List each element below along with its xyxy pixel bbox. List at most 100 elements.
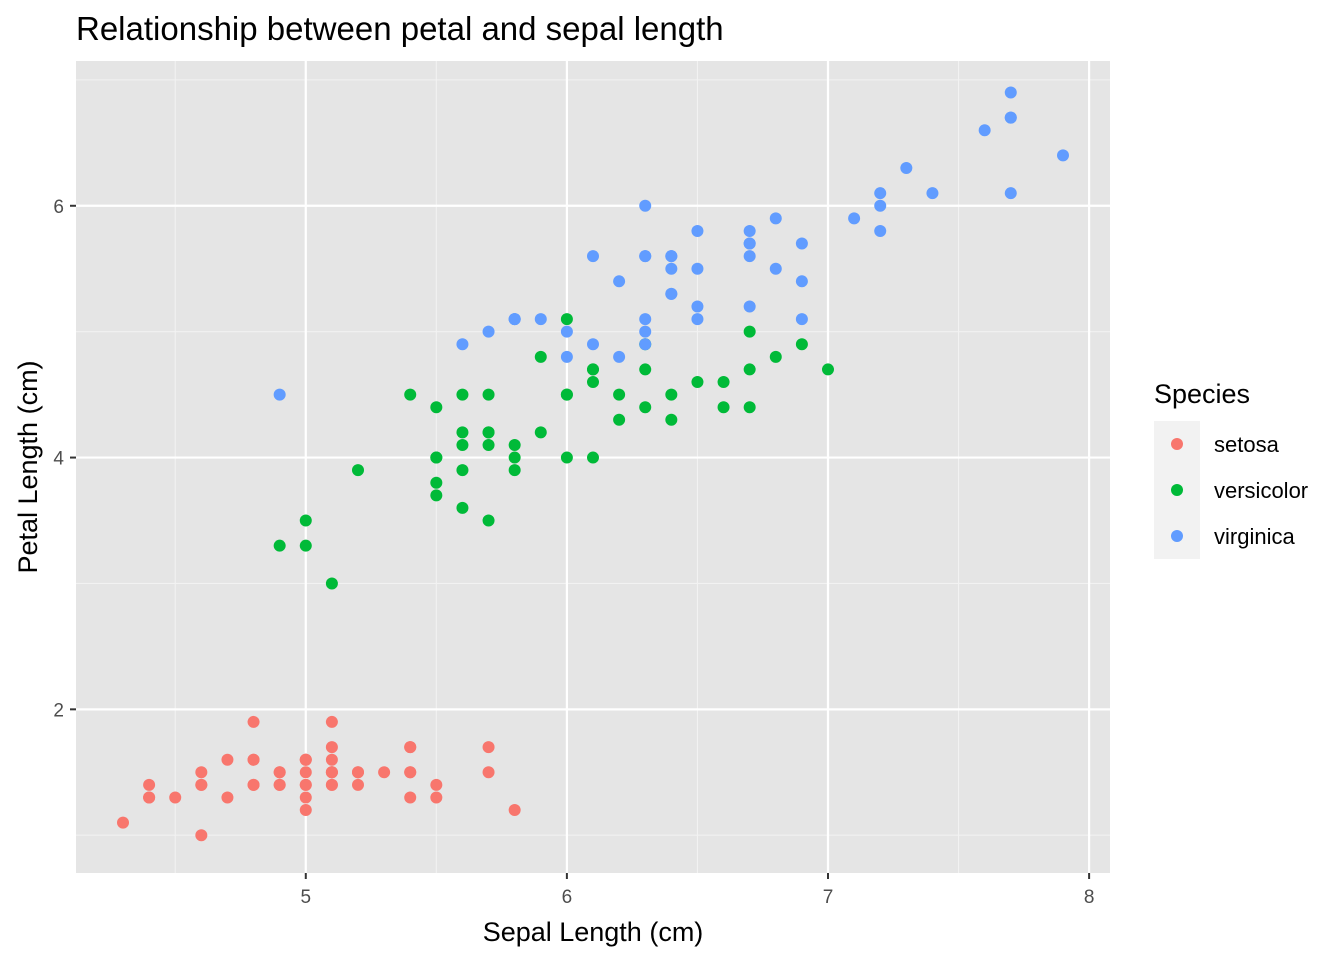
data-point-setosa xyxy=(195,778,208,791)
data-point-setosa xyxy=(221,791,234,804)
data-point-setosa xyxy=(404,791,417,804)
data-point-virginica xyxy=(1057,149,1069,162)
data-point-virginica xyxy=(665,262,678,275)
legend-title: Species xyxy=(1154,379,1250,409)
data-point-virginica xyxy=(691,224,704,237)
data-point-setosa xyxy=(404,766,417,779)
data-point-versicolor xyxy=(717,401,730,414)
data-point-versicolor xyxy=(482,388,495,401)
data-point-versicolor xyxy=(482,438,495,451)
y-tick-label: 2 xyxy=(53,700,64,721)
data-point-virginica xyxy=(613,350,626,363)
data-point-versicolor xyxy=(456,438,469,451)
data-point-virginica xyxy=(613,275,626,288)
data-point-virginica xyxy=(874,224,887,237)
data-point-virginica xyxy=(691,313,704,326)
chart-title: Relationship between petal and sepal len… xyxy=(76,10,724,47)
data-point-virginica xyxy=(691,262,704,275)
data-point-versicolor xyxy=(352,464,364,477)
data-point-versicolor xyxy=(560,313,573,326)
data-point-versicolor xyxy=(430,476,443,489)
data-point-virginica xyxy=(639,325,652,338)
legend-marker-setosa xyxy=(1171,438,1183,450)
y-axis: 2 4 6 xyxy=(53,197,76,721)
data-point-versicolor xyxy=(587,363,599,376)
legend-label-versicolor: versicolor xyxy=(1214,478,1308,503)
data-point-virginica xyxy=(534,313,547,326)
data-point-versicolor xyxy=(769,350,782,363)
x-tick-label: 7 xyxy=(823,887,834,908)
data-point-setosa xyxy=(325,778,338,791)
data-point-setosa xyxy=(325,715,338,728)
data-point-versicolor xyxy=(325,577,338,590)
data-point-setosa xyxy=(325,741,338,754)
data-point-setosa xyxy=(221,753,234,766)
data-point-virginica xyxy=(743,300,756,313)
data-point-versicolor xyxy=(534,426,547,439)
legend-items: setosa versicolor virginica xyxy=(1154,421,1308,559)
data-point-virginica xyxy=(848,212,861,225)
x-axis: 5 6 7 8 xyxy=(300,873,1094,908)
data-point-virginica xyxy=(978,124,991,137)
data-point-versicolor xyxy=(691,376,704,389)
data-point-versicolor xyxy=(587,451,599,464)
data-point-setosa xyxy=(117,816,129,829)
data-point-versicolor xyxy=(560,388,573,401)
data-point-versicolor xyxy=(273,539,286,552)
data-point-virginica xyxy=(560,350,573,363)
data-point-virginica xyxy=(560,325,573,338)
data-point-versicolor xyxy=(587,376,599,389)
data-point-versicolor xyxy=(456,426,469,439)
data-point-versicolor xyxy=(456,501,469,514)
data-point-setosa xyxy=(247,778,260,791)
data-point-versicolor xyxy=(456,464,469,477)
data-point-versicolor xyxy=(743,401,756,414)
data-point-setosa xyxy=(273,778,286,791)
data-point-versicolor xyxy=(639,401,652,414)
data-point-setosa xyxy=(378,766,391,779)
data-point-setosa xyxy=(482,741,495,754)
x-tick-label: 8 xyxy=(1084,887,1095,908)
data-point-virginica xyxy=(795,237,808,250)
data-point-versicolor xyxy=(795,338,808,351)
data-point-setosa xyxy=(273,766,286,779)
data-point-versicolor xyxy=(639,363,652,376)
data-point-setosa xyxy=(143,791,156,804)
data-point-virginica xyxy=(795,313,808,326)
x-tick-label: 5 xyxy=(300,887,311,908)
data-point-versicolor xyxy=(534,350,547,363)
data-point-setosa xyxy=(352,766,364,779)
x-axis-label: Sepal Length (cm) xyxy=(483,917,704,947)
data-point-versicolor xyxy=(482,514,495,527)
panel-background xyxy=(76,61,1110,873)
data-point-versicolor xyxy=(665,413,678,426)
data-point-virginica xyxy=(639,338,652,351)
data-point-setosa xyxy=(247,715,260,728)
data-point-versicolor xyxy=(482,426,495,439)
data-point-virginica xyxy=(1004,111,1017,124)
legend-label-virginica: virginica xyxy=(1214,524,1295,549)
y-axis-label: Petal Length (cm) xyxy=(13,360,43,573)
data-point-versicolor xyxy=(430,489,443,502)
data-point-versicolor xyxy=(456,388,469,401)
data-point-versicolor xyxy=(299,539,312,552)
data-point-versicolor xyxy=(717,376,730,389)
data-point-setosa xyxy=(508,804,521,817)
y-tick-label: 4 xyxy=(53,449,64,470)
data-point-virginica xyxy=(926,187,939,200)
data-point-versicolor xyxy=(822,363,834,376)
data-point-virginica xyxy=(508,313,521,326)
minor-gridlines xyxy=(76,61,1110,873)
legend-marker-versicolor xyxy=(1171,484,1183,496)
legend-label-setosa: setosa xyxy=(1214,432,1280,457)
data-point-virginica xyxy=(587,250,599,263)
data-point-virginica xyxy=(900,162,913,175)
data-point-setosa xyxy=(169,791,182,804)
data-points xyxy=(117,86,1069,842)
data-point-setosa xyxy=(352,778,364,791)
data-point-virginica xyxy=(665,250,678,263)
data-point-virginica xyxy=(482,325,495,338)
legend: Species setosa versicolor virginica xyxy=(1154,379,1308,559)
